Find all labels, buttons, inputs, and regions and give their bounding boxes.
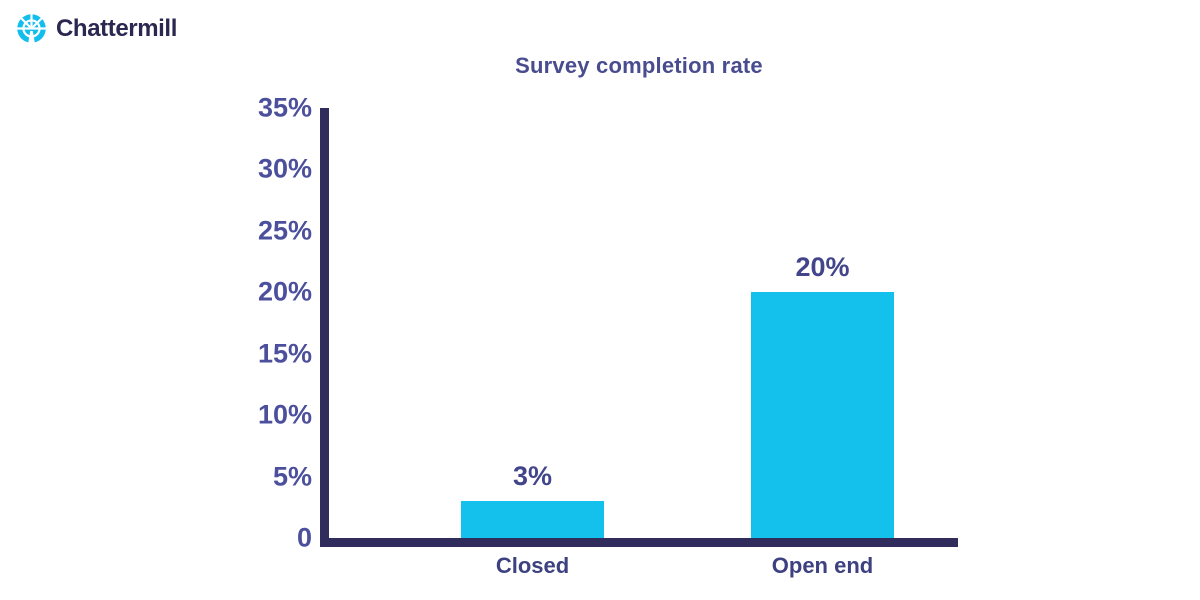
- y-tick-label-5%: 5%: [272, 461, 312, 492]
- y-tick-label-30%: 30%: [257, 153, 312, 184]
- bars-layer: 3% Closed 20% Open end: [320, 108, 958, 577]
- x-axis-line: [320, 538, 958, 547]
- y-tick-label-0: 0: [296, 522, 312, 553]
- y-tick-label-25%: 25%: [257, 215, 312, 246]
- y-tick-label-35%: 35%: [257, 92, 312, 123]
- x-axis-label-open-end: Open end: [771, 553, 874, 578]
- chattermill-logo-icon: [16, 13, 47, 44]
- bar-column-open-end: 20% Open end: [751, 108, 894, 577]
- y-tick-label-15%: 15%: [257, 338, 312, 369]
- y-axis-tick-labels: 35% 30% 25% 20% 15% 10% 5% 0: [0, 94, 312, 551]
- chattermill-logo-text: Chattermill: [56, 14, 177, 42]
- y-tick-label-10%: 10%: [257, 399, 312, 430]
- y-tick-label-20%: 20%: [257, 276, 312, 307]
- bar-open-end: [751, 292, 894, 538]
- bar-closed: [461, 501, 604, 538]
- bar-value-label-closed: 3%: [512, 461, 553, 492]
- bar-value-label-open-end: 20%: [795, 252, 850, 283]
- bar-column-closed: 3% Closed: [461, 108, 604, 577]
- chart-title: Survey completion rate: [515, 53, 763, 78]
- x-axis-label-closed: Closed: [495, 553, 570, 578]
- plot-area: 3% Closed 20% Open end: [320, 108, 958, 577]
- chattermill-logo: Chattermill: [16, 13, 177, 44]
- y-axis-line: [320, 108, 329, 547]
